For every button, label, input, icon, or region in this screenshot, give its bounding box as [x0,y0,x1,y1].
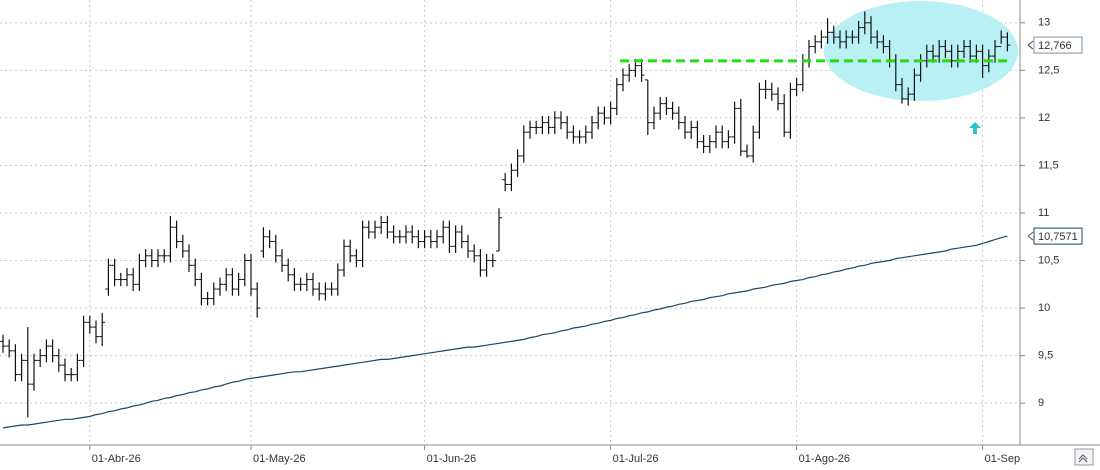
y-tick-label: 13 [1038,17,1050,29]
x-tick-label: 01-May-26 [253,453,306,465]
y-tick-label: 11 [1038,207,1049,219]
y-tick-label: 9,5 [1038,350,1053,362]
price-tag-label: 10,7571 [1038,231,1078,243]
scroll-button[interactable] [1074,448,1094,466]
plot-area [0,11,1011,429]
x-tick-label: 01-Sep [985,453,1020,465]
y-tick-label: 11,5 [1038,159,1059,171]
price-tag-pointer [1027,231,1034,241]
axes: 9 9,5 10 10,5 11 11,5 12 12,5 13 01-Abr-26 01-May-… [89,17,1083,465]
y-tick-label: 12,5 [1038,64,1059,76]
moving-average-line [2,235,1008,429]
highlight-ellipse [824,1,1018,101]
price-tag-pointer [1027,40,1034,50]
x-tick-label: 01-Jul-26 [613,453,659,465]
up-arrow [969,122,981,134]
y-tick-label: 10,5 [1038,254,1059,266]
x-tick-label: 01-Jun-26 [427,453,477,465]
price-tag-box [1033,227,1083,245]
grid [0,0,1020,445]
scroll-icon [1078,454,1088,463]
y-tick-label: 10 [1038,302,1050,314]
price-tag-box [1033,36,1083,54]
x-tick-label: 01-Ago-26 [799,453,850,465]
y-tick-label: 12 [1038,112,1050,124]
x-tick-label: 01-Abr-26 [92,453,141,465]
price-tag-label: 12,766 [1038,40,1072,52]
y-tick-label: 9 [1038,397,1044,409]
